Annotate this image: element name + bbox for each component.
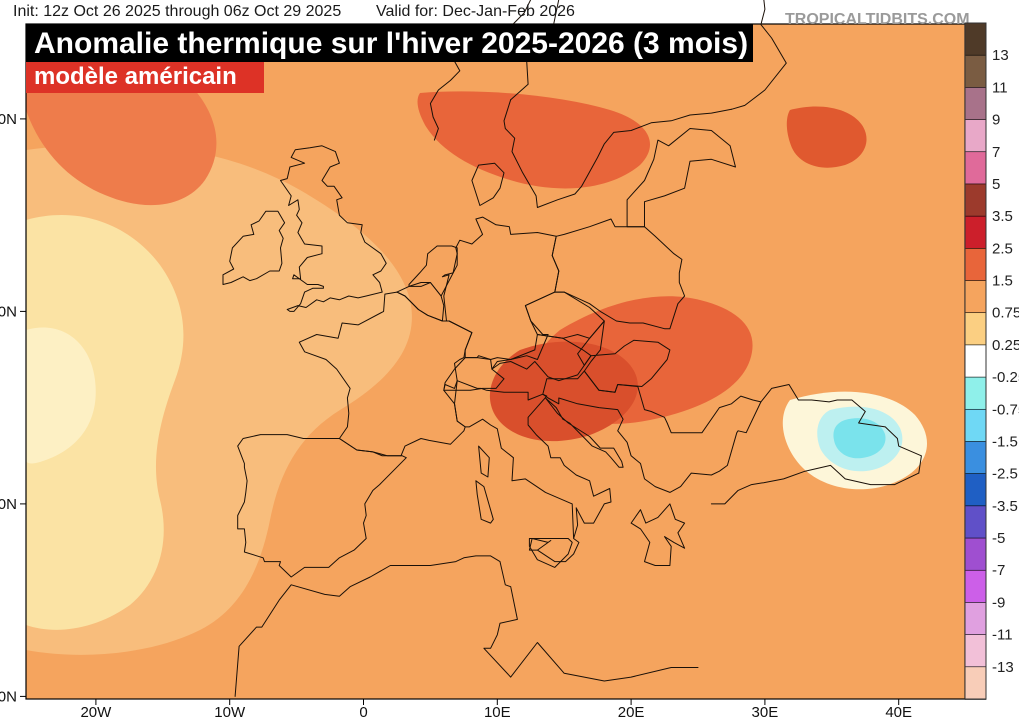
svg-text:-13: -13 [992,659,1014,676]
svg-text:3.5: 3.5 [992,208,1013,225]
svg-text:-3.5: -3.5 [992,498,1018,515]
svg-text:-11: -11 [992,627,1013,644]
svg-text:0.25: 0.25 [992,337,1019,354]
svg-text:-1.5: -1.5 [992,433,1018,450]
svg-text:7: 7 [992,144,1000,161]
svg-text:0.75: 0.75 [992,305,1019,322]
svg-text:1.5: 1.5 [992,273,1013,290]
svg-text:-5: -5 [992,530,1005,547]
svg-text:5: 5 [992,176,1000,193]
svg-text:-0.25: -0.25 [992,369,1019,386]
svg-text:2.5: 2.5 [992,240,1013,257]
svg-text:-7: -7 [992,562,1005,579]
svg-text:11: 11 [992,79,1008,96]
svg-text:9: 9 [992,112,1000,129]
svg-text:13: 13 [992,47,1009,64]
svg-text:-9: -9 [992,594,1005,611]
svg-text:-2.5: -2.5 [992,466,1018,483]
svg-text:-0.75: -0.75 [992,401,1019,418]
